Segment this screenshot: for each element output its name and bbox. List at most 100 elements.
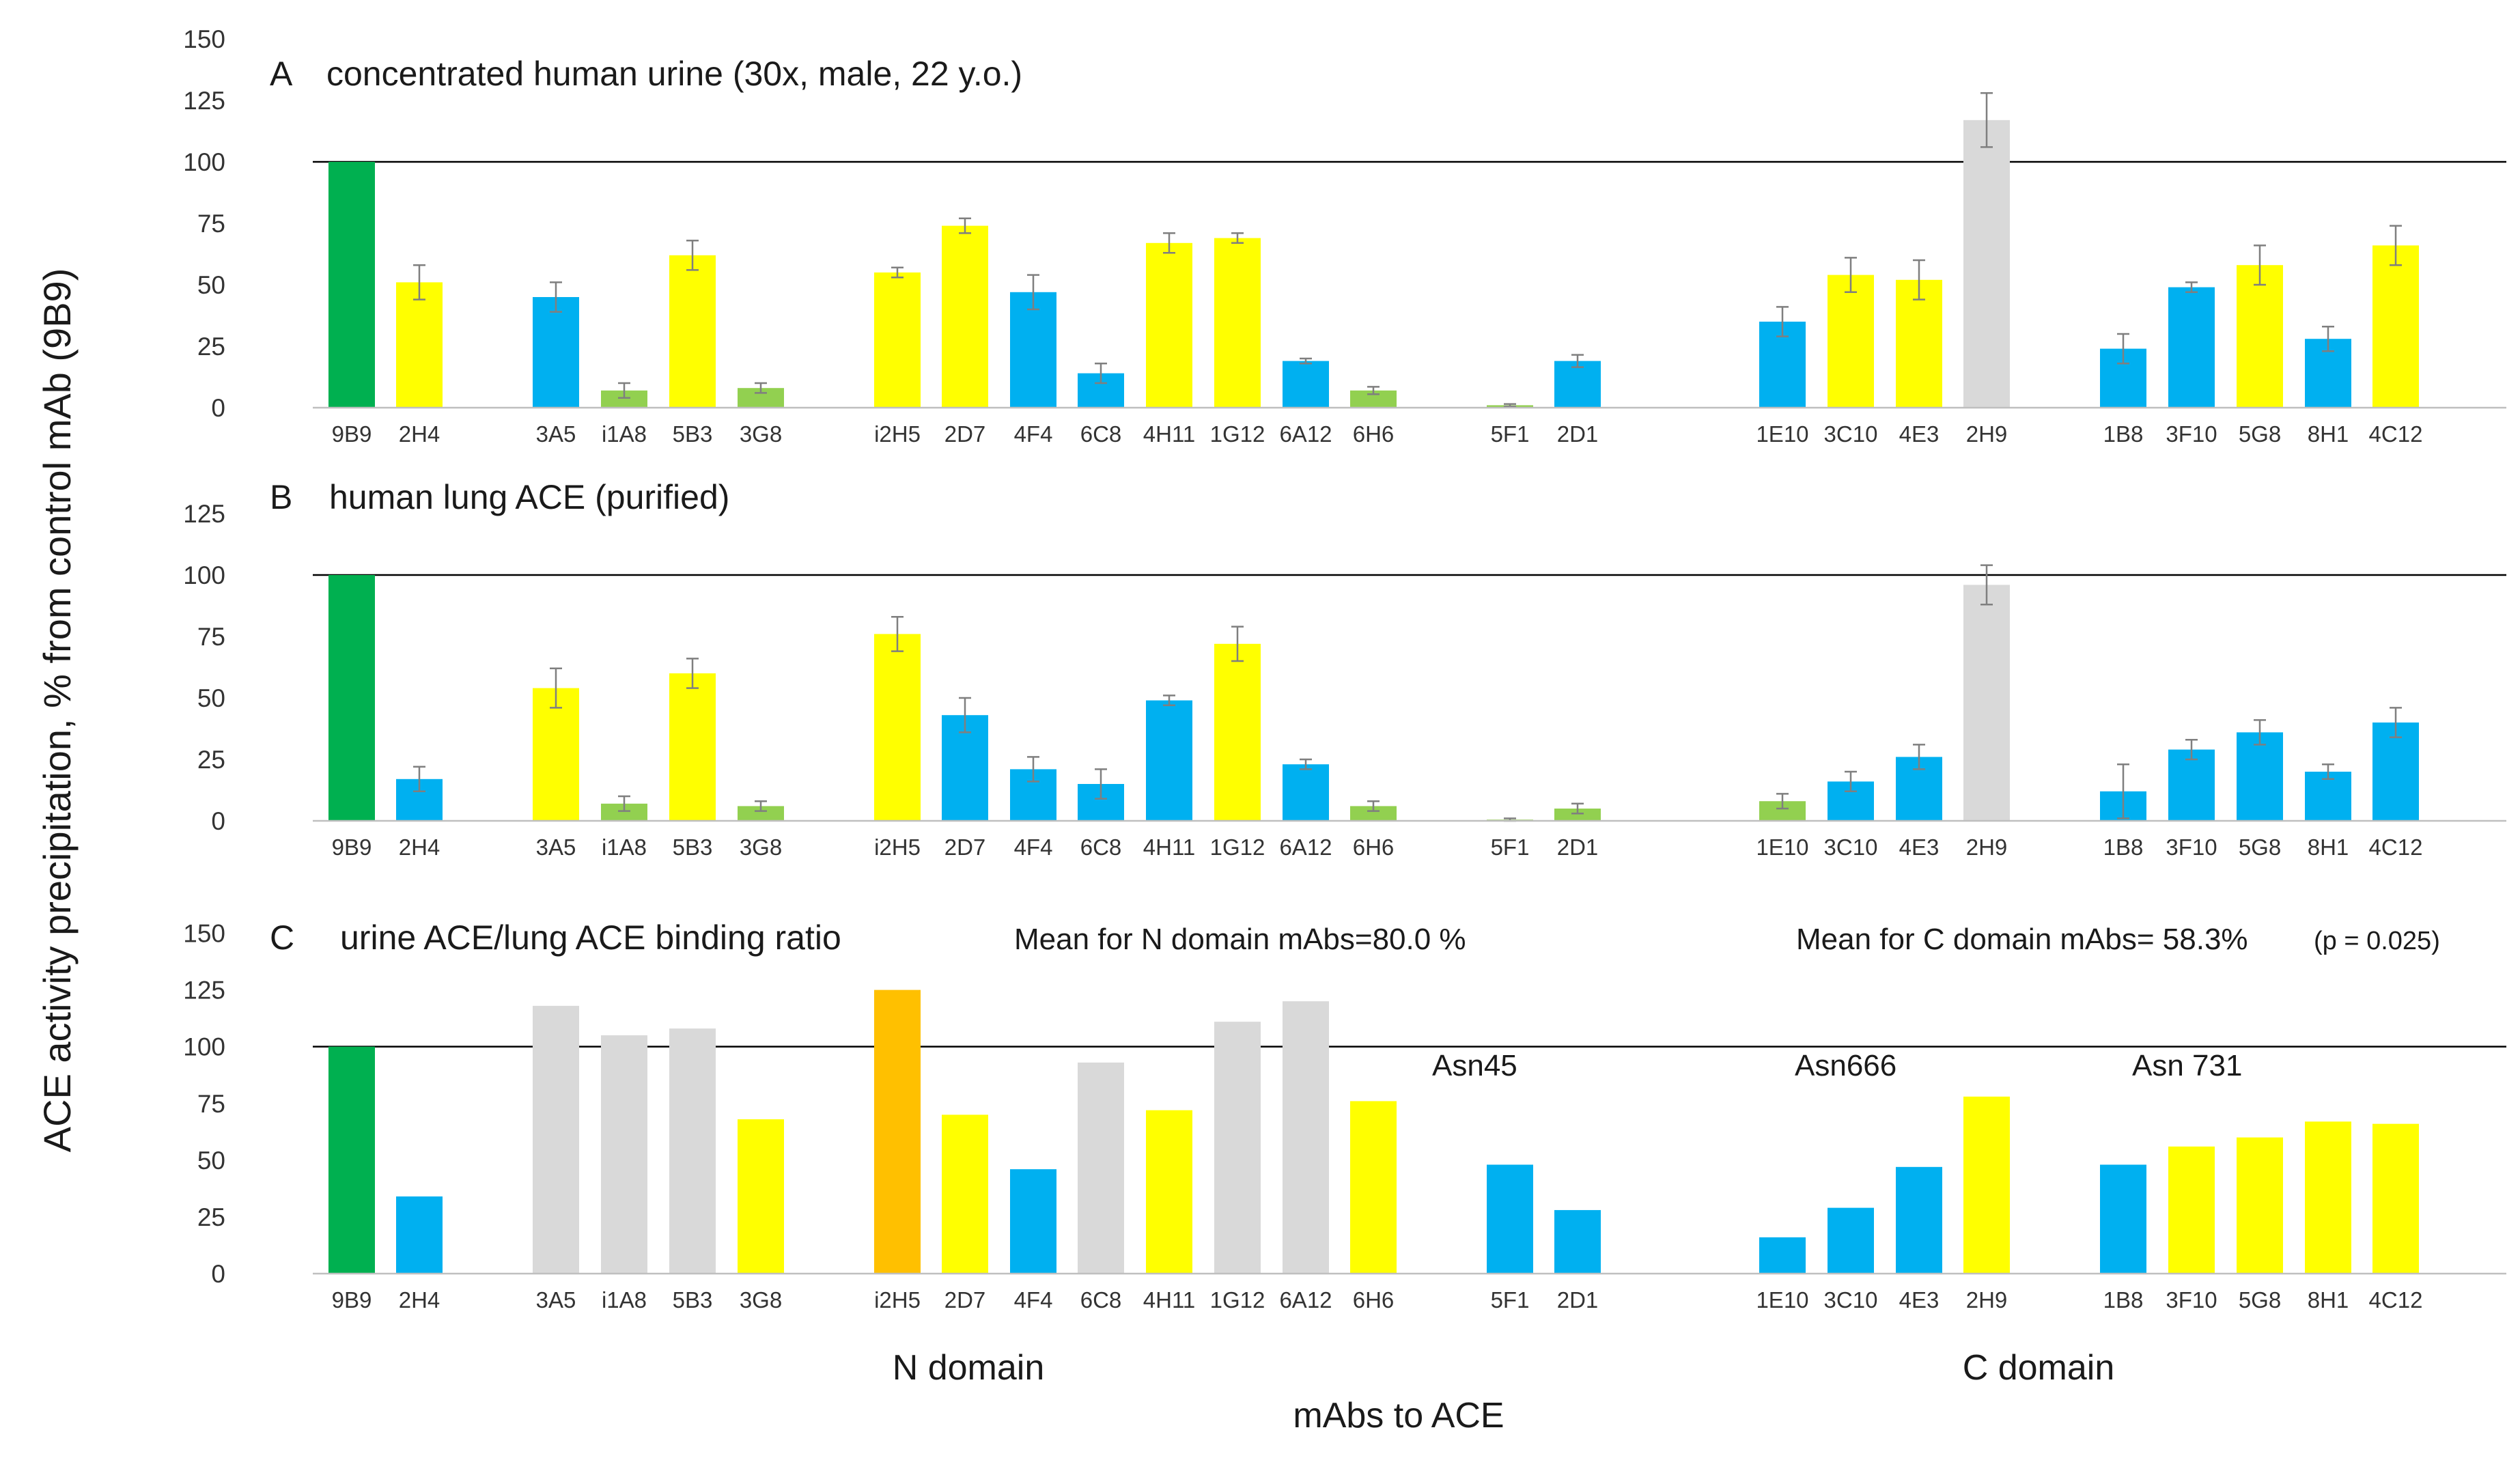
bar <box>396 282 443 408</box>
y-tick-label: 125 <box>183 977 225 1005</box>
y-tick-label: 100 <box>183 1033 225 1061</box>
bar <box>328 575 375 821</box>
bar <box>533 688 579 821</box>
bar <box>1283 1001 1329 1274</box>
category-label: 3A5 <box>536 1287 576 1313</box>
axes <box>313 406 2506 1275</box>
bar <box>1963 1096 2010 1274</box>
y-tick-label: 0 <box>211 807 225 835</box>
panel-b-letter: B <box>270 478 292 516</box>
category-label: 4H11 <box>1143 421 1195 447</box>
c-domain-label: C domain <box>1963 1348 2115 1388</box>
category-label: 2D7 <box>944 835 986 860</box>
y-tick-label: 0 <box>211 394 225 422</box>
error-bars <box>413 92 2402 822</box>
bar <box>1350 806 1397 821</box>
error-bar <box>755 382 767 394</box>
category-label: 5F1 <box>1491 835 1530 860</box>
error-bar <box>2390 225 2402 266</box>
error-bar <box>686 239 699 271</box>
bar <box>328 1046 375 1274</box>
error-bar <box>1845 770 1857 793</box>
error-bar <box>618 382 630 399</box>
category-label: 5B3 <box>673 835 713 860</box>
category-label: 6A12 <box>1279 421 1332 447</box>
error-bar <box>2117 763 2129 819</box>
category-label: 9B9 <box>332 1287 372 1313</box>
error-bar <box>959 697 971 733</box>
error-bar <box>891 266 904 279</box>
bar <box>1828 275 1874 408</box>
p-value-note: (p = 0.025) <box>2314 927 2440 955</box>
y-tick-label: 100 <box>183 561 225 589</box>
error-bar <box>1231 626 1244 662</box>
category-label: 1E10 <box>1756 835 1808 860</box>
bar <box>669 673 716 821</box>
category-label: 6C8 <box>1080 835 1122 860</box>
error-bar <box>1027 274 1039 311</box>
category-label: 5F1 <box>1491 421 1530 447</box>
bar <box>1010 292 1056 408</box>
error-bar <box>959 217 971 234</box>
category-label: 2H9 <box>1966 1287 2008 1313</box>
bar <box>669 1028 716 1274</box>
category-label: 1B8 <box>2103 835 2144 860</box>
bar <box>1146 1110 1192 1274</box>
error-bar <box>413 264 425 300</box>
category-label: 3F10 <box>2166 1287 2217 1313</box>
category-label: 6H6 <box>1353 421 1395 447</box>
category-label: 2H4 <box>399 835 440 860</box>
y-tick-label: 150 <box>183 920 225 948</box>
error-bar <box>1027 756 1039 783</box>
category-label: 4E3 <box>1899 835 1940 860</box>
category-label: 2D7 <box>944 1287 986 1313</box>
error-bar <box>1913 744 1925 770</box>
category-label: i2H5 <box>874 421 921 447</box>
category-label: 1E10 <box>1756 421 1808 447</box>
y-tick-label: 25 <box>197 746 225 774</box>
bar <box>1554 809 1601 821</box>
error-bar <box>413 766 425 793</box>
category-label: 2D1 <box>1557 835 1599 860</box>
bar <box>2100 1164 2146 1274</box>
category-label: 6A12 <box>1279 835 1332 860</box>
error-bar <box>1095 362 1107 384</box>
category-label: 4F4 <box>1014 835 1053 860</box>
n-domain-label: N domain <box>893 1348 1045 1388</box>
bar <box>601 1035 647 1274</box>
panel-b-title: human lung ACE (purified) <box>329 478 729 516</box>
bar <box>1283 764 1329 821</box>
bar <box>1963 120 2010 408</box>
category-label: 8H1 <box>2308 421 2349 447</box>
bars <box>328 120 2419 1274</box>
error-bar <box>1504 403 1516 408</box>
y-tick-label: 75 <box>197 210 225 238</box>
bar <box>2168 749 2215 821</box>
category-label: 4F4 <box>1014 421 1053 447</box>
category-label: i2H5 <box>874 835 921 860</box>
bar <box>2372 245 2419 408</box>
error-bar <box>2185 281 2198 294</box>
category-label: 4C12 <box>2369 421 2423 447</box>
error-bar <box>891 615 904 652</box>
category-label: 6H6 <box>1353 835 1395 860</box>
bar <box>2237 1137 2283 1274</box>
bar <box>396 1196 443 1274</box>
mean-n-domain-note: Mean for N domain mAbs=80.0 % <box>1014 923 1466 956</box>
bar <box>2305 1121 2351 1274</box>
category-label: 1G12 <box>1210 1287 1265 1313</box>
category-label: 8H1 <box>2308 1287 2349 1313</box>
category-label: 2H4 <box>399 1287 440 1313</box>
y-tick-label: 0 <box>211 1260 225 1288</box>
error-bar <box>1776 793 1789 810</box>
bar <box>2237 265 2283 408</box>
bar <box>533 1005 579 1274</box>
error-bar <box>2322 325 2334 352</box>
bar <box>1010 1169 1056 1274</box>
y-tick-label: 150 <box>183 25 225 53</box>
bar <box>533 297 579 408</box>
category-label: 9B9 <box>332 835 372 860</box>
error-bar <box>2185 738 2198 761</box>
bar <box>1554 1209 1601 1274</box>
error-bar <box>550 281 562 313</box>
